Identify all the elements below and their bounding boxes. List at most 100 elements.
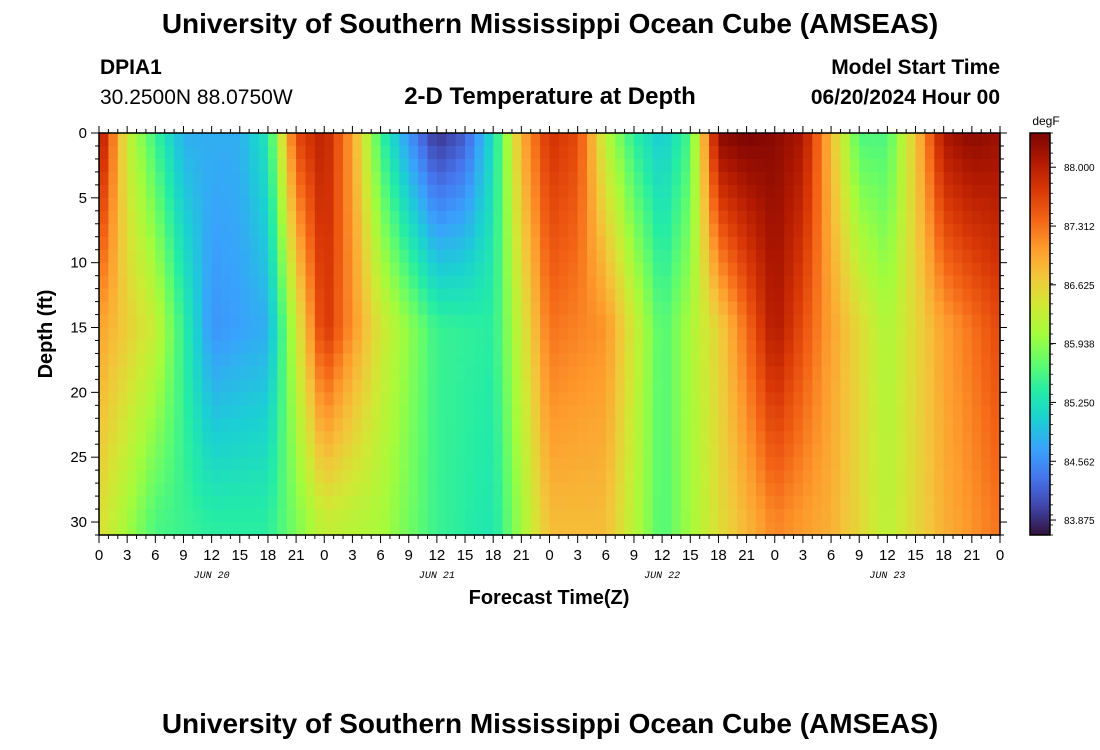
heatmap-cell (831, 405, 842, 419)
heatmap-cell (652, 405, 663, 419)
heatmap-cell (99, 405, 109, 419)
heatmap-cell (633, 509, 644, 523)
heatmap-cell (915, 457, 926, 471)
heatmap-cell (99, 236, 109, 251)
heatmap-cell (465, 483, 476, 497)
heatmap-cell (605, 340, 616, 355)
heatmap-cell (906, 444, 917, 458)
heatmap-cell (155, 483, 166, 497)
heatmap-cell (192, 522, 203, 536)
heatmap-cell (990, 457, 1001, 471)
heatmap-cell (793, 184, 804, 199)
heatmap-cell (436, 314, 447, 329)
heatmap-cell (690, 483, 701, 497)
heatmap-cell (680, 133, 691, 147)
heatmap-cell (990, 236, 1001, 251)
heatmap-cell (859, 133, 870, 147)
heatmap-cell (981, 444, 992, 458)
heatmap-cell (117, 133, 128, 147)
heatmap-cell (333, 158, 344, 173)
heatmap-cell (699, 405, 710, 419)
heatmap-cell (202, 223, 213, 238)
heatmap-cell (258, 197, 269, 212)
heatmap-cell (587, 327, 598, 342)
heatmap-cell (990, 262, 1001, 277)
heatmap-cell (455, 236, 466, 251)
heatmap-cell (577, 249, 588, 264)
heatmap-cell (530, 496, 541, 510)
heatmap-cell (305, 301, 316, 316)
heatmap-cell (540, 379, 551, 393)
heatmap-cell (455, 353, 466, 368)
heatmap-cell (455, 171, 466, 186)
heatmap-cell (145, 353, 156, 368)
heatmap-cell (483, 457, 494, 471)
heatmap-cell (145, 210, 156, 225)
heatmap-cell (737, 457, 748, 471)
heatmap-cell (774, 509, 785, 523)
heatmap-cell (953, 379, 964, 393)
heatmap-cell (530, 366, 541, 380)
heatmap-cell (136, 353, 147, 368)
x-tick-label: 12 (654, 547, 671, 564)
heatmap-cell (671, 418, 682, 432)
heatmap-cell (962, 236, 973, 251)
heatmap-cell (755, 327, 766, 342)
heatmap-cell (324, 444, 335, 458)
heatmap-cell (718, 158, 729, 173)
heatmap-cell (474, 197, 485, 212)
heatmap-cell (465, 210, 476, 225)
heatmap-cell (155, 353, 166, 368)
heatmap-cell (962, 379, 973, 393)
heatmap-cell (605, 509, 616, 523)
heatmap-cell (493, 444, 504, 458)
heatmap-cell (896, 133, 907, 147)
heatmap-cell (239, 158, 250, 173)
heatmap-cell (314, 133, 325, 147)
heatmap-cell (221, 236, 231, 251)
heatmap-cell (436, 418, 447, 432)
heatmap-cell (577, 171, 588, 186)
heatmap-cell (812, 431, 823, 445)
heatmap-cell (727, 249, 738, 264)
heatmap-cell (680, 249, 691, 264)
heatmap-cell (521, 314, 532, 329)
heatmap-cell (549, 353, 560, 368)
heatmap-cell (849, 223, 860, 238)
heatmap-cell (765, 340, 776, 355)
heatmap-cell (896, 392, 907, 406)
heatmap-cell (877, 392, 888, 406)
heatmap-cell (934, 457, 945, 471)
heatmap-cell (662, 470, 673, 484)
heatmap-cell (418, 236, 429, 251)
heatmap-cell (183, 197, 194, 212)
heatmap-cell (727, 353, 738, 368)
heatmap-cell (239, 353, 250, 368)
heatmap-cell (558, 470, 569, 484)
heatmap-cell (990, 353, 1001, 368)
x-tick-label: 18 (485, 547, 502, 564)
heatmap-cell (699, 392, 710, 406)
heatmap-cell (690, 210, 701, 225)
heatmap-cell (934, 236, 945, 251)
heatmap-cell (333, 522, 344, 536)
heatmap-cell (765, 418, 776, 432)
heatmap-cell (718, 301, 729, 316)
heatmap-cell (774, 171, 785, 186)
heatmap-cell (108, 418, 119, 432)
heatmap-cell (662, 223, 673, 238)
heatmap-cell (859, 483, 870, 497)
heatmap-cell (296, 171, 307, 186)
heatmap-cell (868, 353, 879, 368)
heatmap-cell (802, 327, 813, 342)
heatmap-cell (793, 418, 804, 432)
heatmap-cell (737, 301, 748, 316)
heatmap-cell (230, 314, 241, 329)
heatmap-cell (117, 418, 128, 432)
heatmap-cell (737, 275, 748, 290)
heatmap-cell (408, 509, 419, 523)
heatmap-cell (511, 522, 522, 536)
heatmap-cell (389, 483, 400, 497)
heatmap-cell (436, 210, 447, 225)
heatmap-cell (887, 431, 898, 445)
